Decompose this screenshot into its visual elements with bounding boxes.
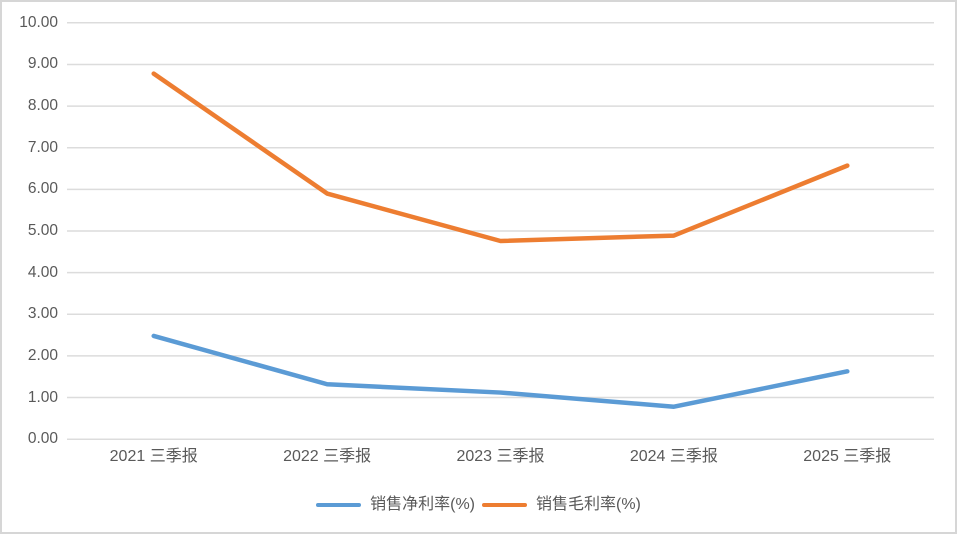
legend-item-gross-profit-margin: 销售毛利率(%) [482,495,641,515]
y-tick-label: 7.00 [27,138,58,156]
y-tick-label: 3.00 [27,305,58,323]
y-tick-label: 0.00 [27,430,58,448]
legend-line-swatch-orange [482,502,527,508]
y-tick-label: 8.00 [27,97,58,115]
y-tick-label: 10.00 [19,13,58,31]
x-axis-label: 2022 三季报 [283,448,372,465]
legend-label-net-profit-margin: 销售净利率(%) [370,496,475,513]
series-line-1 [151,71,850,244]
x-axis-label: 2025 三季报 [803,448,892,465]
y-tick-label: 5.00 [27,222,58,239]
chart-legend: 销售净利率(%) 销售毛利率(%) [0,494,957,516]
y-tick-label: 4.00 [27,263,58,281]
x-axis-label: 2023 三季报 [456,448,545,465]
legend-label-gross-profit-margin: 销售毛利率(%) [536,496,641,513]
y-tick-label: 2.00 [27,346,58,364]
x-axis-label: 2024 三季报 [629,448,718,465]
y-tick-label: 9.00 [27,55,58,73]
series-line-0 [151,333,850,409]
y-tick-label: 6.00 [27,180,58,198]
x-axis-label: 2021 三季报 [109,448,198,465]
legend-item-net-profit-margin: 销售净利率(%) [316,495,475,515]
y-tick-label: 1.00 [27,388,58,406]
legend-line-swatch-blue [316,502,362,508]
